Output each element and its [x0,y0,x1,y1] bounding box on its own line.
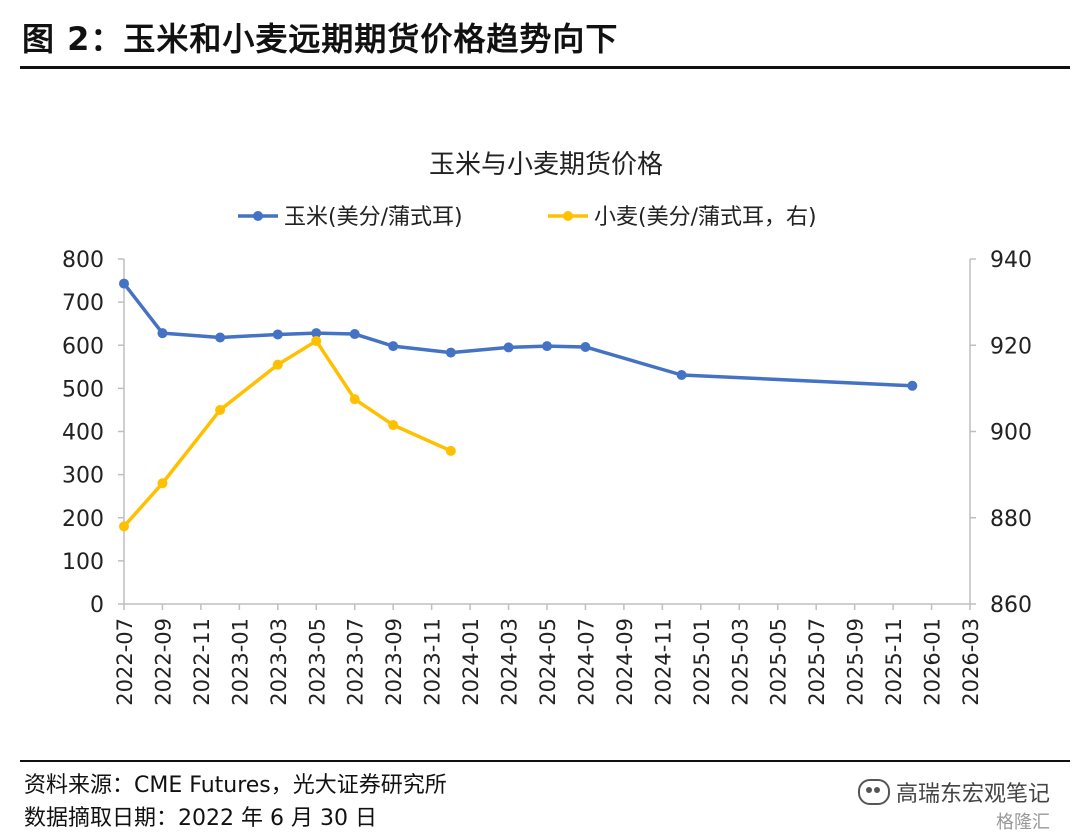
data-point-corn [215,332,226,343]
series-layer [119,278,918,532]
legend-label-wheat: 小麦(美分/蒲式耳，右) [594,205,817,230]
x-tick-label: 2022-09 [151,618,175,706]
x-tick-label: 2023-07 [344,618,368,706]
watermark-small: 格隆汇 [996,812,1050,833]
x-tick-label: 2024-09 [613,618,637,706]
y-left-tick-label: 600 [62,334,104,359]
data-point-corn [445,347,456,358]
y-right-tick-label: 860 [990,593,1032,618]
series-line-corn [122,282,913,388]
x-tick-label: 2026-03 [959,618,983,706]
y-left-tick-label: 400 [62,421,104,446]
y-right-tick-label: 880 [990,507,1032,532]
x-tick-label: 2024-01 [459,618,483,706]
x-tick-label: 2022-11 [190,618,214,706]
x-tick-label: 2023-11 [421,618,445,706]
chart-title: 玉米与小麦期货价格 [429,150,663,180]
y-left-tick-label: 700 [62,291,104,316]
y-left-tick-label: 100 [62,550,104,575]
x-tick-label: 2025-05 [767,618,791,706]
x-tick-label: 2023-03 [267,618,291,706]
x-tick-label: 2025-01 [690,618,714,706]
x-tick-label: 2023-05 [305,618,329,706]
x-tick-label: 2025-07 [805,618,829,706]
data-point-corn [676,370,687,381]
x-tick-label: 2024-11 [651,618,675,706]
watermark: 高瑞东宏观笔记 [857,776,1050,808]
data-point-corn [119,278,129,289]
x-tick-label: 2025-03 [728,618,752,706]
x-tick-label: 2023-09 [382,618,406,706]
x-tick-label: 2024-03 [498,618,522,706]
data-point-wheat [272,359,283,370]
bottom-rule [20,760,1070,762]
y-right-tick-label: 900 [990,421,1032,446]
data-point-wheat [311,335,322,346]
y-right-tick-label: 920 [990,334,1032,359]
x-tick-label: 2024-05 [536,618,560,706]
x-tick-label: 2025-09 [844,618,868,706]
wechat-icon [857,779,890,805]
data-point-wheat [119,521,129,532]
watermark-text: 高瑞东宏观笔记 [895,782,1050,807]
data-point-corn [542,341,552,352]
source-note: 资料来源：CME Futures，光大证券研究所 [24,773,447,798]
series-line-wheat [122,339,452,528]
y-left-tick-label: 800 [62,248,104,273]
data-point-corn [503,342,514,353]
data-point-corn [311,328,322,339]
legend-label-corn: 玉米(美分/蒲式耳) [284,205,463,230]
data-point-wheat [388,420,399,431]
data-point-corn [157,328,168,339]
y-left-tick-label: 200 [62,507,104,532]
data-point-wheat [445,445,456,456]
figure-title: 图 2：玉米和小麦远期期货价格趋势向下 [22,20,619,58]
legend-marker-corn [253,211,263,221]
y-right-tick-label: 940 [990,248,1032,273]
x-tick-label: 2023-01 [228,618,252,706]
legend: 玉米(美分/蒲式耳) 小麦(美分/蒲式耳，右) [238,205,817,230]
data-point-wheat [349,394,360,405]
y-left-tick-label: 0 [90,593,104,618]
data-point-wheat [157,478,168,489]
data-point-wheat [215,404,226,415]
axes: 0 100 200 300 400 500 600 700 800 860 880 900 920 940… [62,248,1032,706]
x-tick-label: 2025-11 [882,618,906,706]
x-tick-label: 2026-01 [921,618,945,706]
data-point-corn [349,329,360,340]
x-tick-label: 2024-07 [574,618,598,706]
y-left-tick-label: 300 [62,464,104,489]
data-point-corn [580,341,591,352]
data-point-corn [388,341,399,352]
x-tick-label: 2022-07 [113,618,137,706]
date-note: 数据摘取日期：2022 年 6 月 30 日 [24,806,377,831]
legend-marker-wheat [563,211,573,221]
data-point-corn [907,380,918,391]
y-left-tick-label: 500 [62,377,104,402]
chart: 玉米与小麦期货价格 玉米(美分/蒲式耳) 小麦(美分/蒲式耳，右) 0 100 200… [62,150,1032,706]
data-point-corn [272,329,283,340]
top-rule [20,66,1070,69]
